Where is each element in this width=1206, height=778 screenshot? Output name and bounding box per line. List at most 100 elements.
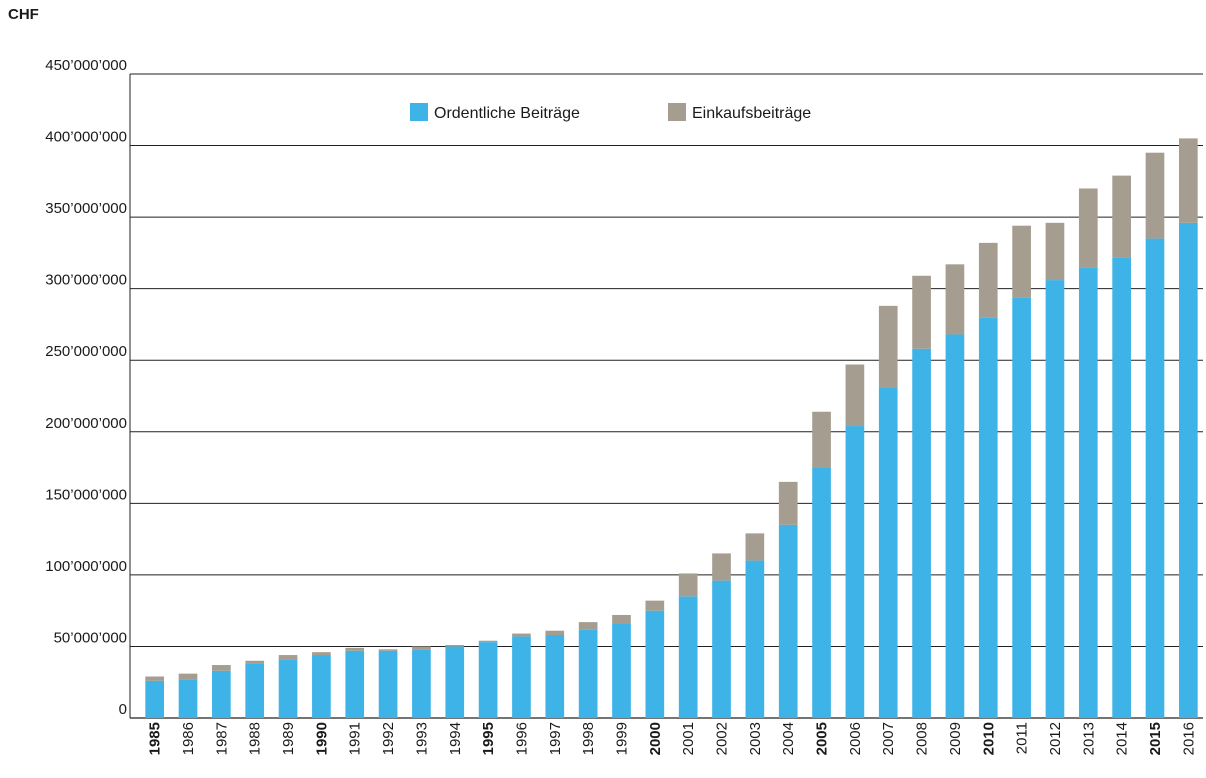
bar-ordentliche-2015[interactable] <box>1145 238 1165 719</box>
bar-einkauf-2004[interactable] <box>778 481 798 525</box>
bar-einkauf-2011[interactable] <box>1012 225 1031 298</box>
bar-ordentliche-1988[interactable] <box>245 663 265 718</box>
x-tick-label: 1990 <box>313 722 330 755</box>
x-tick-label: 1994 <box>447 722 464 755</box>
bar-einkauf-1991[interactable] <box>345 647 365 651</box>
bar-einkauf-2005[interactable] <box>812 411 831 468</box>
bar-ordentliche-1986[interactable] <box>178 679 198 718</box>
bar-einkauf-2002[interactable] <box>712 553 731 581</box>
x-tick-label: 1988 <box>247 722 264 755</box>
x-tick-label: 2000 <box>647 722 664 755</box>
bar-einkauf-1995[interactable] <box>478 640 498 643</box>
y-tick-label: 250’000’000 <box>45 343 127 360</box>
x-tick-label: 2010 <box>980 722 997 755</box>
bar-ordentliche-2013[interactable] <box>1078 267 1098 718</box>
bar-einkauf-2016[interactable] <box>1178 138 1198 223</box>
bar-einkauf-1987[interactable] <box>212 665 231 671</box>
bar-einkauf-1997[interactable] <box>545 630 565 635</box>
x-tick-label: 2014 <box>1114 722 1131 755</box>
bar-einkauf-2012[interactable] <box>1045 222 1065 281</box>
bar-ordentliche-2001[interactable] <box>678 596 698 718</box>
bar-ordentliche-2002[interactable] <box>712 580 731 718</box>
bar-einkauf-2013[interactable] <box>1078 188 1098 268</box>
bar-einkauf-1998[interactable] <box>578 622 598 630</box>
bar-ordentliche-1999[interactable] <box>612 623 631 718</box>
bar-ordentliche-2009[interactable] <box>945 334 965 718</box>
y-tick-label: 150’000’000 <box>45 486 127 503</box>
bar-einkauf-1990[interactable] <box>312 652 331 656</box>
y-tick-label: 0 <box>119 701 127 718</box>
x-tick-label: 2001 <box>680 722 697 755</box>
x-tick-label: 2005 <box>814 722 831 755</box>
bar-einkauf-2009[interactable] <box>945 264 965 335</box>
x-tick-label: 1999 <box>613 722 630 755</box>
bar-ordentliche-2014[interactable] <box>1112 257 1131 718</box>
y-tick-label: 200’000’000 <box>45 415 127 432</box>
bar-ordentliche-2012[interactable] <box>1045 280 1065 718</box>
x-tick-label: 1985 <box>147 722 164 755</box>
x-tick-label: 2013 <box>1080 722 1097 755</box>
x-tick-label: 2004 <box>780 722 797 755</box>
bar-ordentliche-2003[interactable] <box>745 560 765 718</box>
bar-ordentliche-2000[interactable] <box>645 610 665 718</box>
bar-ordentliche-1985[interactable] <box>145 680 165 718</box>
x-tick-label: 2009 <box>947 722 964 755</box>
x-tick-label: 1995 <box>480 722 497 755</box>
bar-einkauf-1996[interactable] <box>512 633 531 637</box>
bar-ordentliche-1991[interactable] <box>345 650 365 718</box>
bar-ordentliche-2008[interactable] <box>912 348 931 718</box>
bar-ordentliche-1992[interactable] <box>378 650 398 718</box>
x-tick-label: 2012 <box>1047 722 1064 755</box>
bar-ordentliche-2010[interactable] <box>978 317 998 718</box>
bar-ordentliche-1998[interactable] <box>578 629 598 718</box>
x-tick-label: 1993 <box>413 722 430 755</box>
x-tick-label: 2015 <box>1147 722 1164 755</box>
legend-ordentliche-swatch <box>410 103 428 121</box>
bar-einkauf-2003[interactable] <box>745 533 765 561</box>
bar-einkauf-2014[interactable] <box>1112 175 1131 258</box>
x-tick-label: 2002 <box>714 722 731 755</box>
bar-einkauf-1993[interactable] <box>412 646 431 650</box>
bar-ordentliche-2007[interactable] <box>878 387 898 718</box>
x-tick-label: 2016 <box>1180 722 1197 755</box>
bar-ordentliche-2005[interactable] <box>812 467 831 718</box>
bar-ordentliche-1990[interactable] <box>312 655 331 718</box>
legend-einkauf-swatch <box>668 103 686 121</box>
bar-ordentliche-2006[interactable] <box>845 426 865 718</box>
x-tick-label: 1989 <box>280 722 297 755</box>
bar-ordentliche-2004[interactable] <box>778 524 798 718</box>
x-tick-label: 2003 <box>747 722 764 755</box>
bar-ordentliche-2011[interactable] <box>1012 297 1031 718</box>
bar-einkauf-2006[interactable] <box>845 364 865 427</box>
bar-ordentliche-1996[interactable] <box>512 636 531 718</box>
bar-ordentliche-1995[interactable] <box>478 642 498 718</box>
x-tick-label: 2007 <box>880 722 897 755</box>
y-tick-label: 300’000’000 <box>45 272 127 289</box>
x-tick-label: 2008 <box>914 722 931 755</box>
x-tick-label: 1987 <box>213 722 230 755</box>
bar-ordentliche-1994[interactable] <box>445 646 465 718</box>
bar-ordentliche-1993[interactable] <box>412 649 431 718</box>
y-tick-label: 350’000’000 <box>45 200 127 217</box>
bar-ordentliche-1997[interactable] <box>545 634 565 718</box>
bar-einkauf-2000[interactable] <box>645 600 665 611</box>
bar-einkauf-1994[interactable] <box>445 645 465 647</box>
bar-einkauf-2015[interactable] <box>1145 152 1165 239</box>
bar-ordentliche-1989[interactable] <box>278 659 298 718</box>
x-tick-label: 1996 <box>513 722 530 755</box>
bar-einkauf-2001[interactable] <box>678 573 698 597</box>
y-tick-label: 50’000’000 <box>54 629 127 646</box>
bar-einkauf-1999[interactable] <box>612 614 631 624</box>
bar-ordentliche-1987[interactable] <box>212 670 231 718</box>
bar-einkauf-1989[interactable] <box>278 655 298 660</box>
bar-einkauf-2008[interactable] <box>912 275 931 349</box>
bar-einkauf-1988[interactable] <box>245 660 265 664</box>
bar-einkauf-1992[interactable] <box>378 649 398 651</box>
x-tick-label: 1997 <box>547 722 564 755</box>
legend-einkauf-label: Einkaufsbeiträge <box>692 105 811 122</box>
bar-einkauf-2010[interactable] <box>978 242 998 318</box>
bar-einkauf-1986[interactable] <box>178 673 198 680</box>
bar-einkauf-1985[interactable] <box>145 676 165 681</box>
bar-ordentliche-2016[interactable] <box>1178 222 1198 718</box>
bar-einkauf-2007[interactable] <box>878 305 898 388</box>
